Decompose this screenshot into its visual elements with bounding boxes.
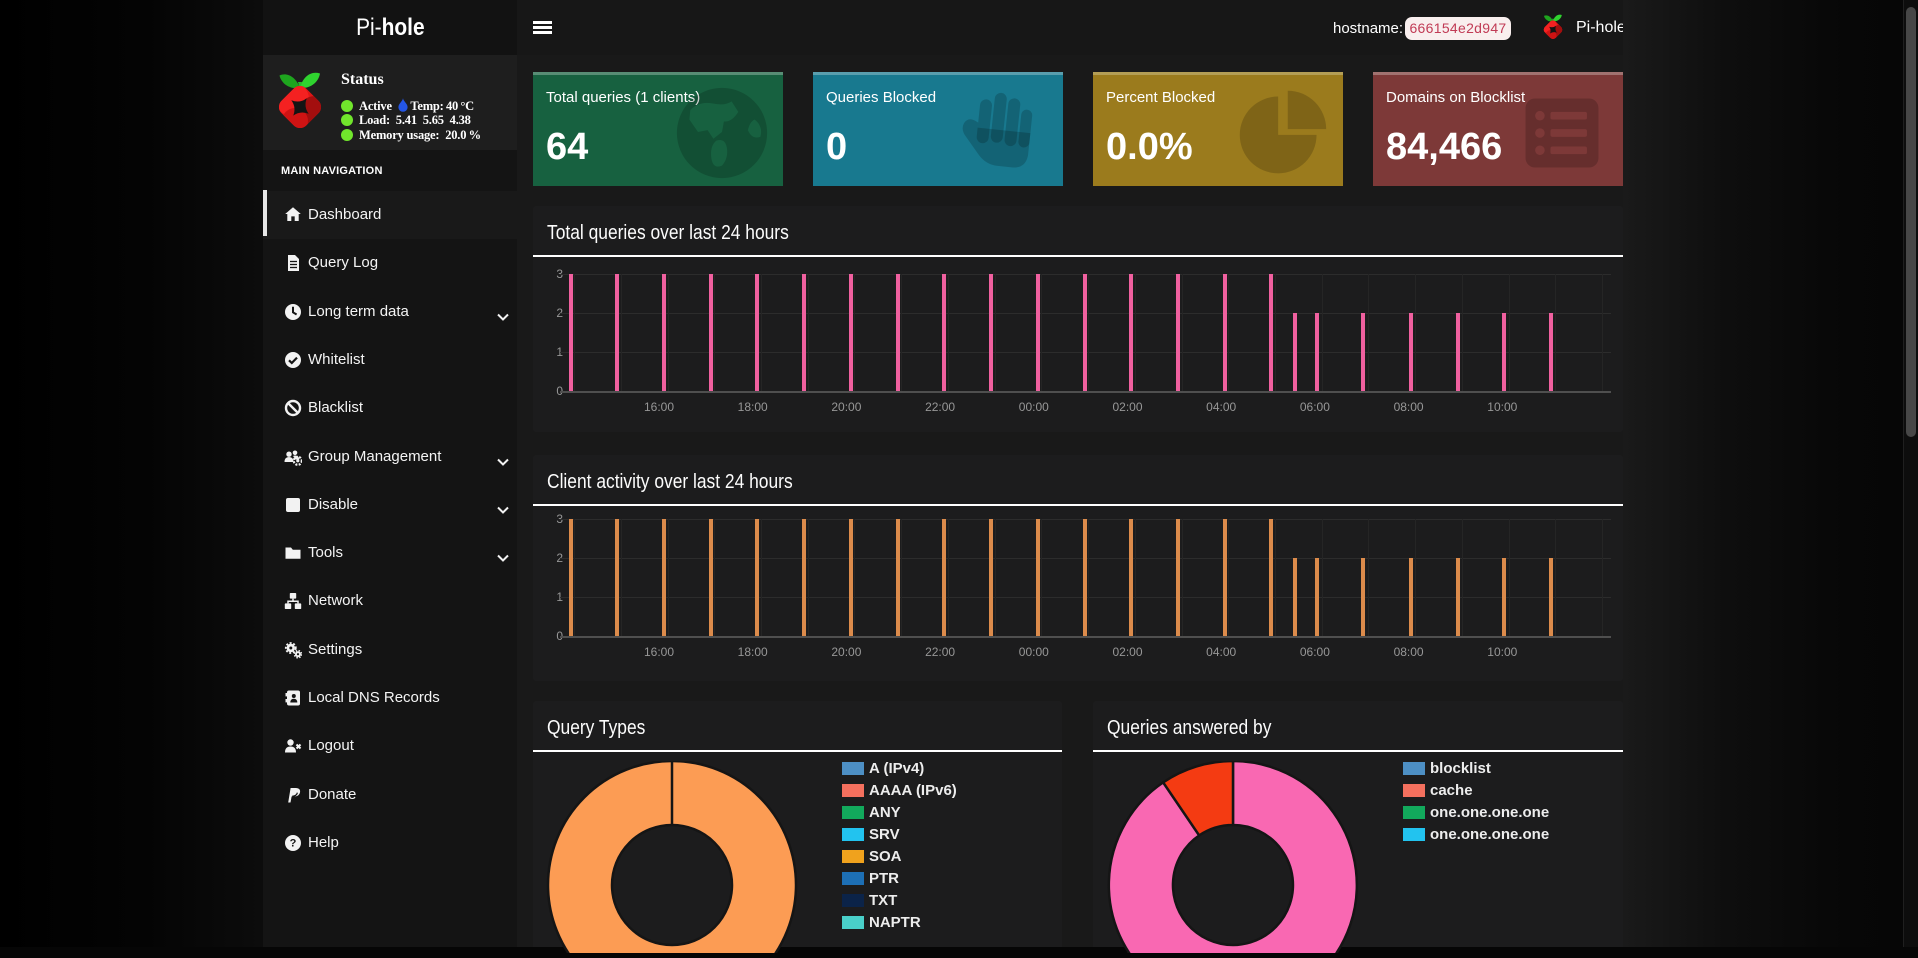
svg-text:?: ? — [290, 838, 297, 850]
